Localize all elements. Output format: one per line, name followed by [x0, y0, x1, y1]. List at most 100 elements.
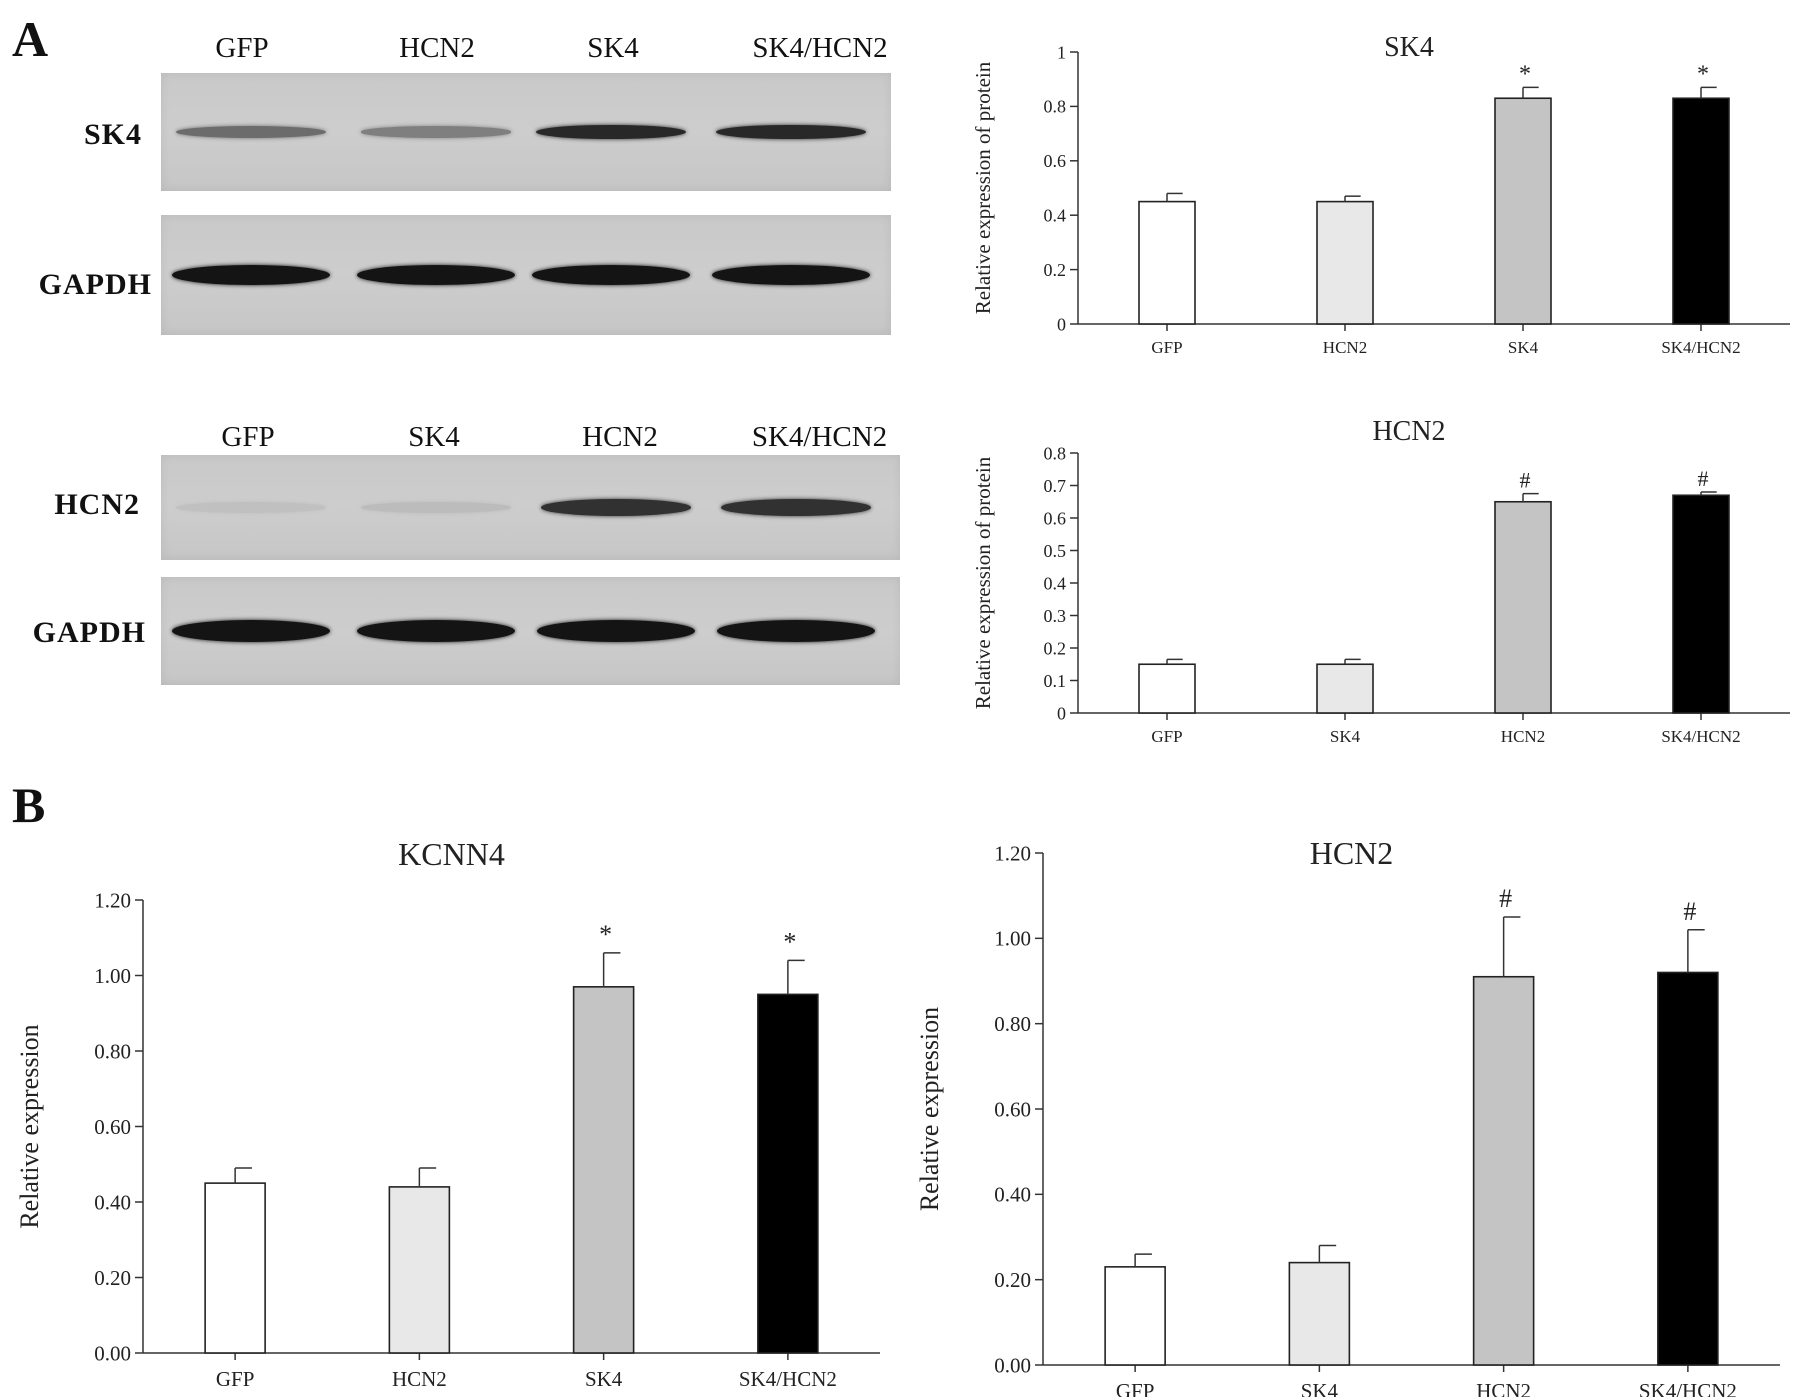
x-tick-label: SK4	[1330, 727, 1361, 746]
chart-title: KCNN4	[398, 836, 505, 872]
bar	[572, 986, 635, 1354]
y-tick-label: 0	[1057, 314, 1066, 334]
y-tick-label: 0.6	[1044, 508, 1067, 528]
blot-band	[357, 620, 515, 642]
x-tick-label: SK4	[1301, 1379, 1339, 1397]
chart-title: HCN2	[1310, 835, 1394, 871]
x-tick-label: GFP	[216, 1367, 255, 1391]
bar	[1672, 494, 1730, 714]
y-tick-label: 0.7	[1044, 476, 1067, 496]
bar	[1104, 1266, 1166, 1366]
significance-label: *	[1519, 61, 1531, 87]
blot1-row-label: GAPDH	[38, 268, 152, 301]
bar	[1657, 971, 1719, 1366]
bar-chart-hcn2-mrna: HCN2 Relative expression 0.00 0.20 0.40 0.60 0…	[915, 835, 1780, 1397]
blot1-membrane-gapdh	[161, 215, 891, 335]
y-tick-label: 0.00	[994, 1353, 1031, 1377]
bar-chart-kcnn4-mrna: KCNN4 Relative expression 0.00 0.20 0.40 0.60…	[15, 836, 880, 1391]
significance-label: #	[1698, 466, 1709, 491]
blot2-row-label: GAPDH	[32, 616, 146, 649]
blot-band	[361, 501, 511, 513]
y-tick-label: 0.6	[1044, 151, 1067, 171]
blot2-lane-label: SK4	[408, 421, 460, 453]
x-tick-label: SK4	[585, 1367, 623, 1391]
bar	[1494, 500, 1552, 714]
chart-title: HCN2	[1372, 416, 1445, 447]
panel-label-b: B	[12, 777, 46, 833]
y-tick-label: 0.20	[994, 1268, 1031, 1292]
y-tick-label: 1	[1057, 42, 1066, 62]
blot1-lane-label: SK4	[587, 32, 639, 64]
significance-label: #	[1499, 884, 1512, 913]
bar	[1316, 663, 1374, 714]
blot-band	[361, 126, 511, 138]
blot-band	[716, 124, 866, 140]
y-tick-label: 0.4	[1044, 573, 1067, 593]
x-tick-label: SK4/HCN2	[739, 1367, 837, 1391]
blot1-lane-label: HCN2	[399, 32, 475, 64]
significance-label: *	[783, 927, 796, 956]
blot-band	[176, 502, 326, 513]
bar	[1316, 200, 1374, 325]
blot2-row-label: HCN2	[54, 488, 140, 521]
significance-label: #	[1683, 897, 1696, 926]
y-tick-label: 0.8	[1044, 97, 1067, 117]
bar-chart-hcn2-protein: HCN2 Relative expression of protein 0 0.1 0.…	[971, 416, 1790, 746]
x-tick-label: GFP	[1116, 1379, 1155, 1397]
x-tick-label: GFP	[1151, 338, 1182, 357]
y-tick-label: 0.4	[1044, 206, 1067, 226]
y-tick-label: 1.20	[994, 841, 1031, 865]
blot-band	[541, 499, 691, 516]
y-tick-label: 0.5	[1044, 541, 1067, 561]
blot-band	[717, 620, 875, 642]
bar	[1672, 97, 1730, 325]
y-axis-label: Relative expression of protein	[971, 61, 995, 314]
bar	[204, 1182, 266, 1354]
y-tick-label: 0.80	[994, 1012, 1031, 1036]
bar	[757, 993, 819, 1354]
significance-label: *	[599, 920, 612, 949]
bar	[1288, 1261, 1351, 1366]
y-tick-label: 0.00	[94, 1341, 131, 1365]
blot2-membrane-hcn2	[161, 455, 900, 560]
y-tick-label: 0.60	[994, 1097, 1031, 1121]
y-tick-label: 0	[1057, 703, 1066, 723]
y-tick-label: 0.40	[94, 1190, 131, 1214]
significance-label: #	[1520, 468, 1531, 493]
bar	[1472, 975, 1535, 1366]
blot-band	[357, 265, 515, 285]
y-tick-label: 0.20	[94, 1266, 131, 1290]
y-tick-label: 0.2	[1044, 638, 1067, 658]
panel-label-a: A	[12, 11, 49, 67]
x-tick-label: SK4/HCN2	[1661, 338, 1740, 357]
bar	[1138, 200, 1196, 325]
blot2-lane-label: GFP	[221, 421, 275, 453]
blot-band	[721, 499, 871, 516]
x-tick-label: SK4/HCN2	[1639, 1379, 1737, 1397]
y-tick-label: 0.1	[1044, 671, 1067, 691]
y-tick-label: 0.2	[1044, 260, 1067, 280]
blot2-membrane-gapdh	[161, 577, 900, 685]
x-tick-label: HCN2	[392, 1367, 447, 1391]
y-axis-label: Relative expression	[15, 1024, 44, 1228]
bar-chart-sk4-protein: SK4 Relative expression of protein 0 0.2 0.4…	[971, 32, 1790, 357]
blot1-row-label: SK4	[83, 118, 142, 151]
y-axis-label: Relative expression	[915, 1007, 944, 1211]
x-tick-label: SK4	[1508, 338, 1539, 357]
y-tick-label: 0.80	[94, 1039, 131, 1063]
y-tick-label: 0.3	[1044, 606, 1067, 626]
y-tick-label: 1.00	[994, 927, 1031, 951]
y-tick-label: 0.60	[94, 1115, 131, 1139]
x-tick-label: SK4/HCN2	[1661, 727, 1740, 746]
y-axis-label: Relative expression of protein	[971, 456, 995, 709]
blot2-lane-label: HCN2	[582, 421, 658, 453]
x-tick-label: GFP	[1151, 727, 1182, 746]
blot-band	[537, 620, 695, 642]
bar	[1494, 97, 1552, 325]
x-tick-label: HCN2	[1323, 338, 1367, 357]
y-tick-label: 0.40	[994, 1183, 1031, 1207]
y-tick-label: 1.20	[94, 888, 131, 912]
blot-band	[536, 124, 686, 140]
blot2-lane-label: SK4/HCN2	[751, 421, 888, 453]
chart-title: SK4	[1384, 32, 1434, 63]
